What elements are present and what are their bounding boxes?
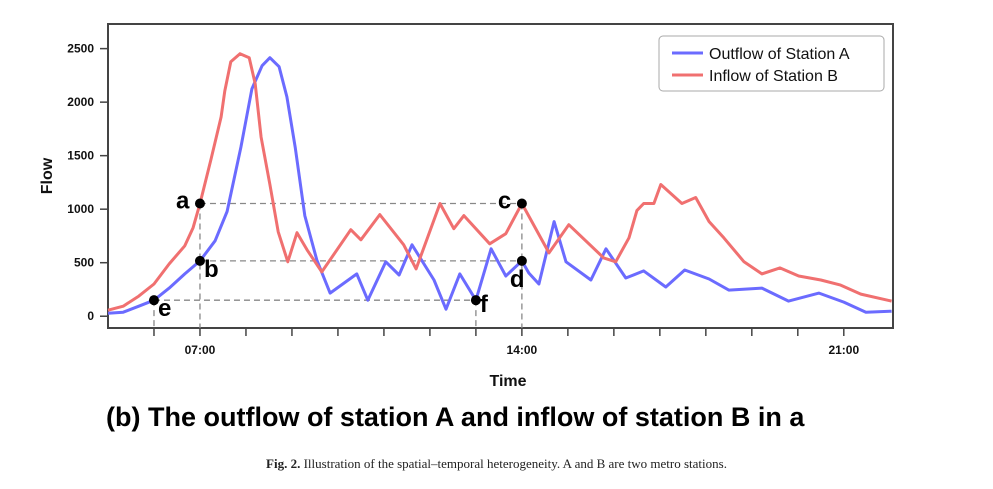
series-inflow-station-b — [107, 52, 892, 312]
y-tick-label: 0 — [87, 309, 94, 323]
y-tick-label: 2500 — [67, 42, 94, 56]
y-tick-label: 500 — [74, 256, 94, 270]
x-tick-label: 07:00 — [185, 343, 216, 357]
legend-label-inflow: Inflow of Station B — [709, 68, 838, 85]
annotation-points: a b c d e f — [148, 188, 527, 322]
chart-subtitle: (b) The outflow of station A and inflow … — [106, 402, 805, 432]
figure-caption: Fig. 2. Illustration of the spatial–temp… — [0, 456, 993, 472]
y-axis-title: Flow — [39, 157, 56, 194]
caption-text: Illustration of the spatial–temporal het… — [300, 456, 727, 471]
annotation-point-e — [148, 295, 159, 306]
annotation-point-b — [194, 255, 205, 266]
annotation-label-e: e — [158, 295, 171, 322]
line-chart: 0 500 1000 1500 2000 2500 07:00 14:00 21:00 a b c… — [39, 23, 894, 390]
series-outflow-station-a — [107, 56, 892, 315]
annotation-point-a — [194, 198, 205, 209]
annotation-label-d: d — [510, 266, 525, 293]
x-axis-title: Time — [489, 373, 526, 390]
caption-prefix: Fig. 2. — [266, 456, 301, 471]
annotation-label-c: c — [498, 188, 511, 215]
y-tick-label: 2000 — [67, 95, 94, 109]
plot-frame — [107, 23, 894, 329]
annotation-point-f — [470, 295, 481, 306]
y-tick-label: 1000 — [67, 202, 94, 216]
x-tick-label: 14:00 — [507, 343, 538, 357]
x-axis: 07:00 14:00 21:00 — [153, 328, 859, 357]
y-axis: 0 500 1000 1500 2000 2500 — [67, 42, 108, 323]
legend-label-outflow: Outflow of Station A — [709, 46, 850, 63]
x-tick-label: 21:00 — [828, 343, 859, 357]
legend: Outflow of Station A Inflow of Station B — [658, 35, 885, 92]
annotation-label-b: b — [204, 256, 219, 283]
y-tick-label: 1500 — [67, 149, 94, 163]
reference-dashed-lines — [153, 202, 523, 328]
annotation-label-a: a — [176, 188, 190, 215]
annotation-label-f: f — [480, 291, 489, 318]
annotation-point-d — [516, 255, 527, 266]
annotation-point-c — [516, 198, 527, 209]
